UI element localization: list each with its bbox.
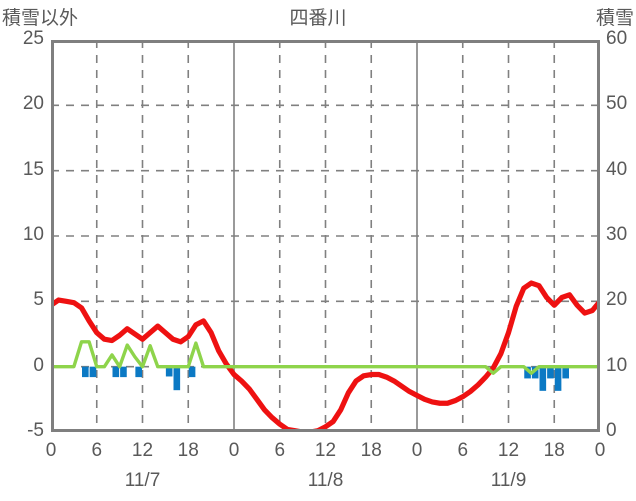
y-axis-left-tick: 15 [22,158,44,180]
y-axis-right-tick: 10 [606,354,628,376]
x-axis-tick: 12 [497,440,520,461]
y-axis-right-tick: 60 [606,28,628,49]
x-axis-tick: 18 [177,440,199,461]
left-axis-title: 積雪以外 [2,8,79,29]
x-axis-tick: 6 [274,440,286,461]
y-axis-left-tick: 5 [33,289,44,311]
y-axis-left-tick: -5 [27,420,44,441]
y-axis-left-tick: 10 [22,224,44,245]
x-axis-tick: 6 [91,440,103,461]
y-axis-left-tick: 0 [33,354,44,376]
y-axis-right-tick: 20 [606,289,628,311]
x-axis-tick: 12 [314,440,337,461]
x-axis-tick: 18 [543,440,565,461]
data-series [51,280,600,432]
plot-area [51,40,600,432]
x-axis-tick: 0 [228,440,240,461]
y-axis-right-tick: 40 [606,158,628,180]
x-axis-tick: 6 [457,440,469,461]
chart-canvas [51,40,600,432]
y-axis-left-tick: 20 [22,93,44,115]
x-axis-day-label: 11/8 [307,470,344,491]
precipitation-bars [82,366,569,391]
x-axis-tick: 0 [45,440,57,461]
y-axis-right-tick: 0 [606,420,617,441]
x-axis-tick: 0 [594,440,606,461]
y-axis-right-tick: 30 [606,224,628,245]
gridlines [51,40,600,432]
chart-title: 四番川 [289,8,347,29]
x-axis-day-label: 11/9 [490,470,527,491]
x-axis-tick: 0 [411,440,423,461]
x-axis-day-label: 11/7 [124,470,161,491]
right-axis-title: 積雪 [595,8,634,29]
y-axis-left-tick: 25 [22,28,44,49]
plot-frame [51,40,600,432]
y-axis-right-tick: 50 [606,93,628,115]
x-axis-tick: 18 [360,440,382,461]
x-axis-tick: 12 [131,440,154,461]
